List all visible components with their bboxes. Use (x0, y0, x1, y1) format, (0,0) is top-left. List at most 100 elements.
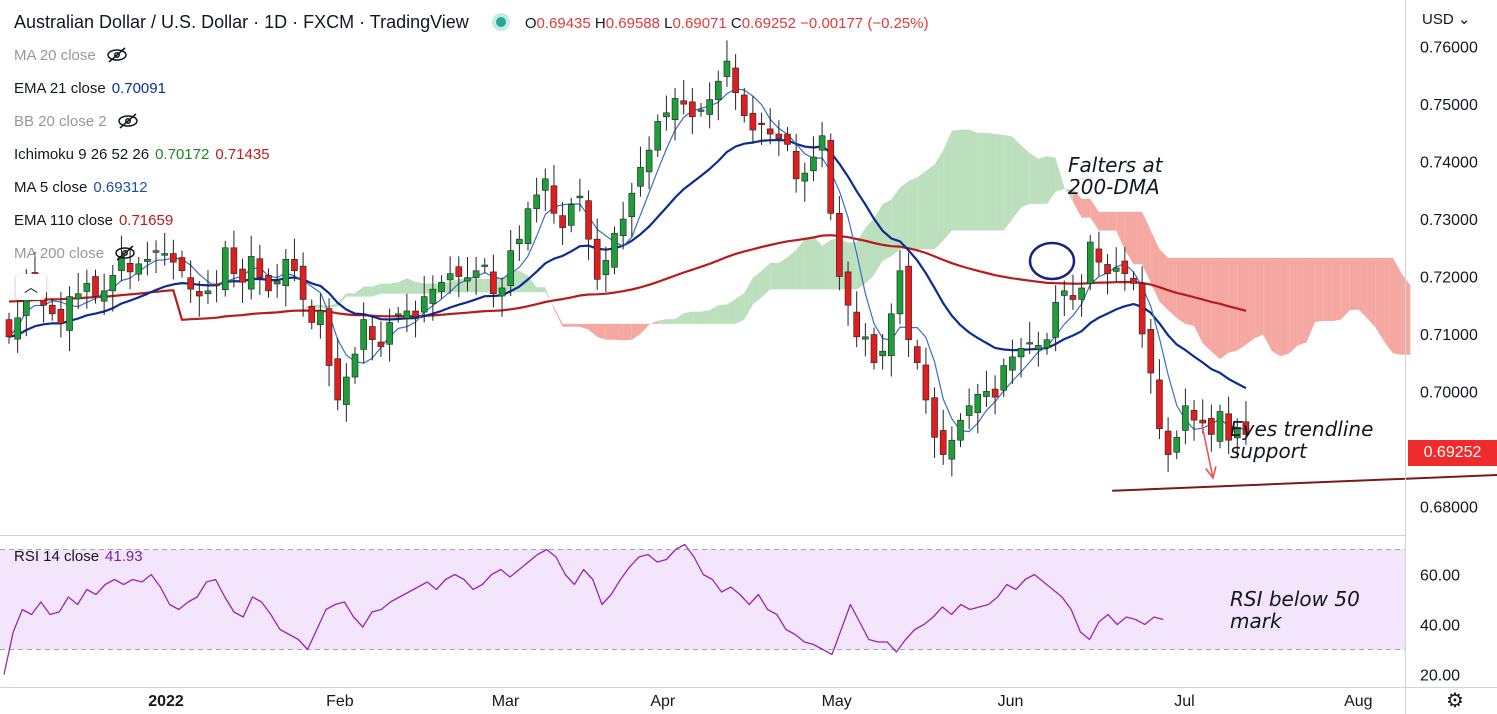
candle-body (1130, 277, 1137, 284)
candle-body (100, 290, 108, 302)
cloud-segment (415, 281, 425, 294)
price-tick-label: 0.71000 (1420, 327, 1478, 344)
candle-body (792, 150, 800, 180)
cloud-segment (242, 308, 252, 328)
eye-off-icon[interactable] (114, 245, 136, 266)
candle-body (5, 319, 13, 338)
candle-body (1208, 418, 1215, 435)
legend-ma20[interactable]: MA 20 close (14, 47, 128, 68)
cloud-segment (536, 287, 546, 293)
candle (403, 293, 411, 333)
candle (948, 426, 956, 477)
cloud-segment (1254, 257, 1264, 339)
cloud-segment (1029, 152, 1039, 204)
cloud-segment (899, 180, 909, 250)
candle-body (161, 253, 168, 256)
currency-selector[interactable]: USD ⌄ (1422, 11, 1471, 28)
candle-body (844, 271, 852, 306)
candle-body (706, 99, 713, 115)
candle (516, 225, 523, 261)
candlestick-series[interactable] (5, 40, 1250, 477)
cloud-segment (631, 323, 641, 340)
candle-body (429, 288, 437, 304)
cloud-segment (1064, 187, 1073, 202)
candle-body (221, 247, 229, 291)
candle-body (317, 310, 324, 326)
candle-body (896, 270, 904, 315)
trend-arrow-icon-head (1205, 466, 1217, 480)
candle-body (481, 264, 489, 267)
candle-body (394, 313, 402, 316)
candle (1026, 321, 1033, 355)
candle (178, 250, 186, 278)
candle-body (576, 195, 584, 199)
candle (239, 258, 246, 303)
candle-body (974, 393, 982, 413)
legend-rsi[interactable]: RSI 14 close 41.93 (14, 548, 143, 565)
cloud-segment (657, 319, 667, 324)
candle-body (273, 280, 281, 285)
gear-icon[interactable]: ⚙ (1446, 690, 1464, 712)
candle (498, 277, 506, 317)
candle (317, 293, 324, 339)
candle (1130, 271, 1137, 291)
collapse-legend-button[interactable]: ︿ (16, 274, 46, 300)
candle (126, 249, 134, 290)
cloud-segment (363, 286, 373, 297)
cloud-segment (605, 323, 615, 340)
candle-body (541, 178, 549, 191)
candle (628, 182, 636, 238)
cloud-segment (337, 293, 347, 307)
candle (481, 258, 489, 274)
candle (135, 256, 143, 282)
legend-ma5[interactable]: MA 5 close 0.69312 (14, 179, 148, 196)
legend-ema21[interactable]: EMA 21 close 0.70091 (14, 80, 166, 97)
legend-ma200[interactable]: MA 200 close (14, 245, 136, 266)
candle (896, 250, 904, 325)
candle (559, 201, 566, 245)
cloud-segment (822, 239, 831, 290)
candle (991, 375, 999, 415)
candle-body (299, 265, 307, 300)
legend-bb20[interactable]: BB 20 close 2 (14, 113, 139, 134)
price-tick-label: 0.70000 (1420, 384, 1478, 401)
candle-body (92, 276, 99, 297)
candle-body (810, 156, 817, 172)
last-price-tag: 0.69252 (1408, 440, 1497, 466)
rsi-tick-label: 20.00 (1420, 668, 1460, 685)
candle-body (126, 262, 134, 273)
candle-body (1061, 290, 1068, 296)
candle-body (1000, 365, 1008, 391)
price-tick-label: 0.75000 (1420, 97, 1478, 114)
cloud-segment (1375, 257, 1385, 342)
eye-off-icon[interactable] (117, 113, 139, 134)
candle (247, 235, 255, 300)
cloud-segment (1098, 211, 1108, 231)
cloud-segment (346, 293, 355, 297)
candle-body (732, 67, 739, 93)
candle-body (438, 281, 445, 292)
candle (377, 321, 385, 357)
legend-ema110[interactable]: EMA 110 close 0.71659 (14, 212, 174, 229)
cloud-segment (640, 323, 650, 334)
candle-body (1069, 295, 1077, 300)
rsi-pane[interactable] (0, 543, 1405, 675)
legend-ichimoku[interactable]: Ichimoku 9 26 52 26 0.70172 0.71435 (14, 146, 270, 163)
eye-off-icon[interactable] (106, 47, 128, 68)
candle-body (1190, 410, 1198, 421)
cloud-segment (588, 323, 598, 337)
cloud-segment (476, 278, 485, 293)
cloud-segment (917, 170, 926, 250)
candle (343, 363, 350, 422)
candle (550, 165, 558, 224)
candle (593, 218, 601, 290)
candle (1121, 247, 1129, 291)
candle-body (386, 322, 393, 345)
symbol-title[interactable]: Australian Dollar / U.S. Dollar · 1D · F… (14, 12, 469, 32)
candle (48, 298, 56, 321)
candle (654, 114, 662, 158)
ema110-path (8, 234, 1247, 321)
candle (334, 337, 342, 411)
